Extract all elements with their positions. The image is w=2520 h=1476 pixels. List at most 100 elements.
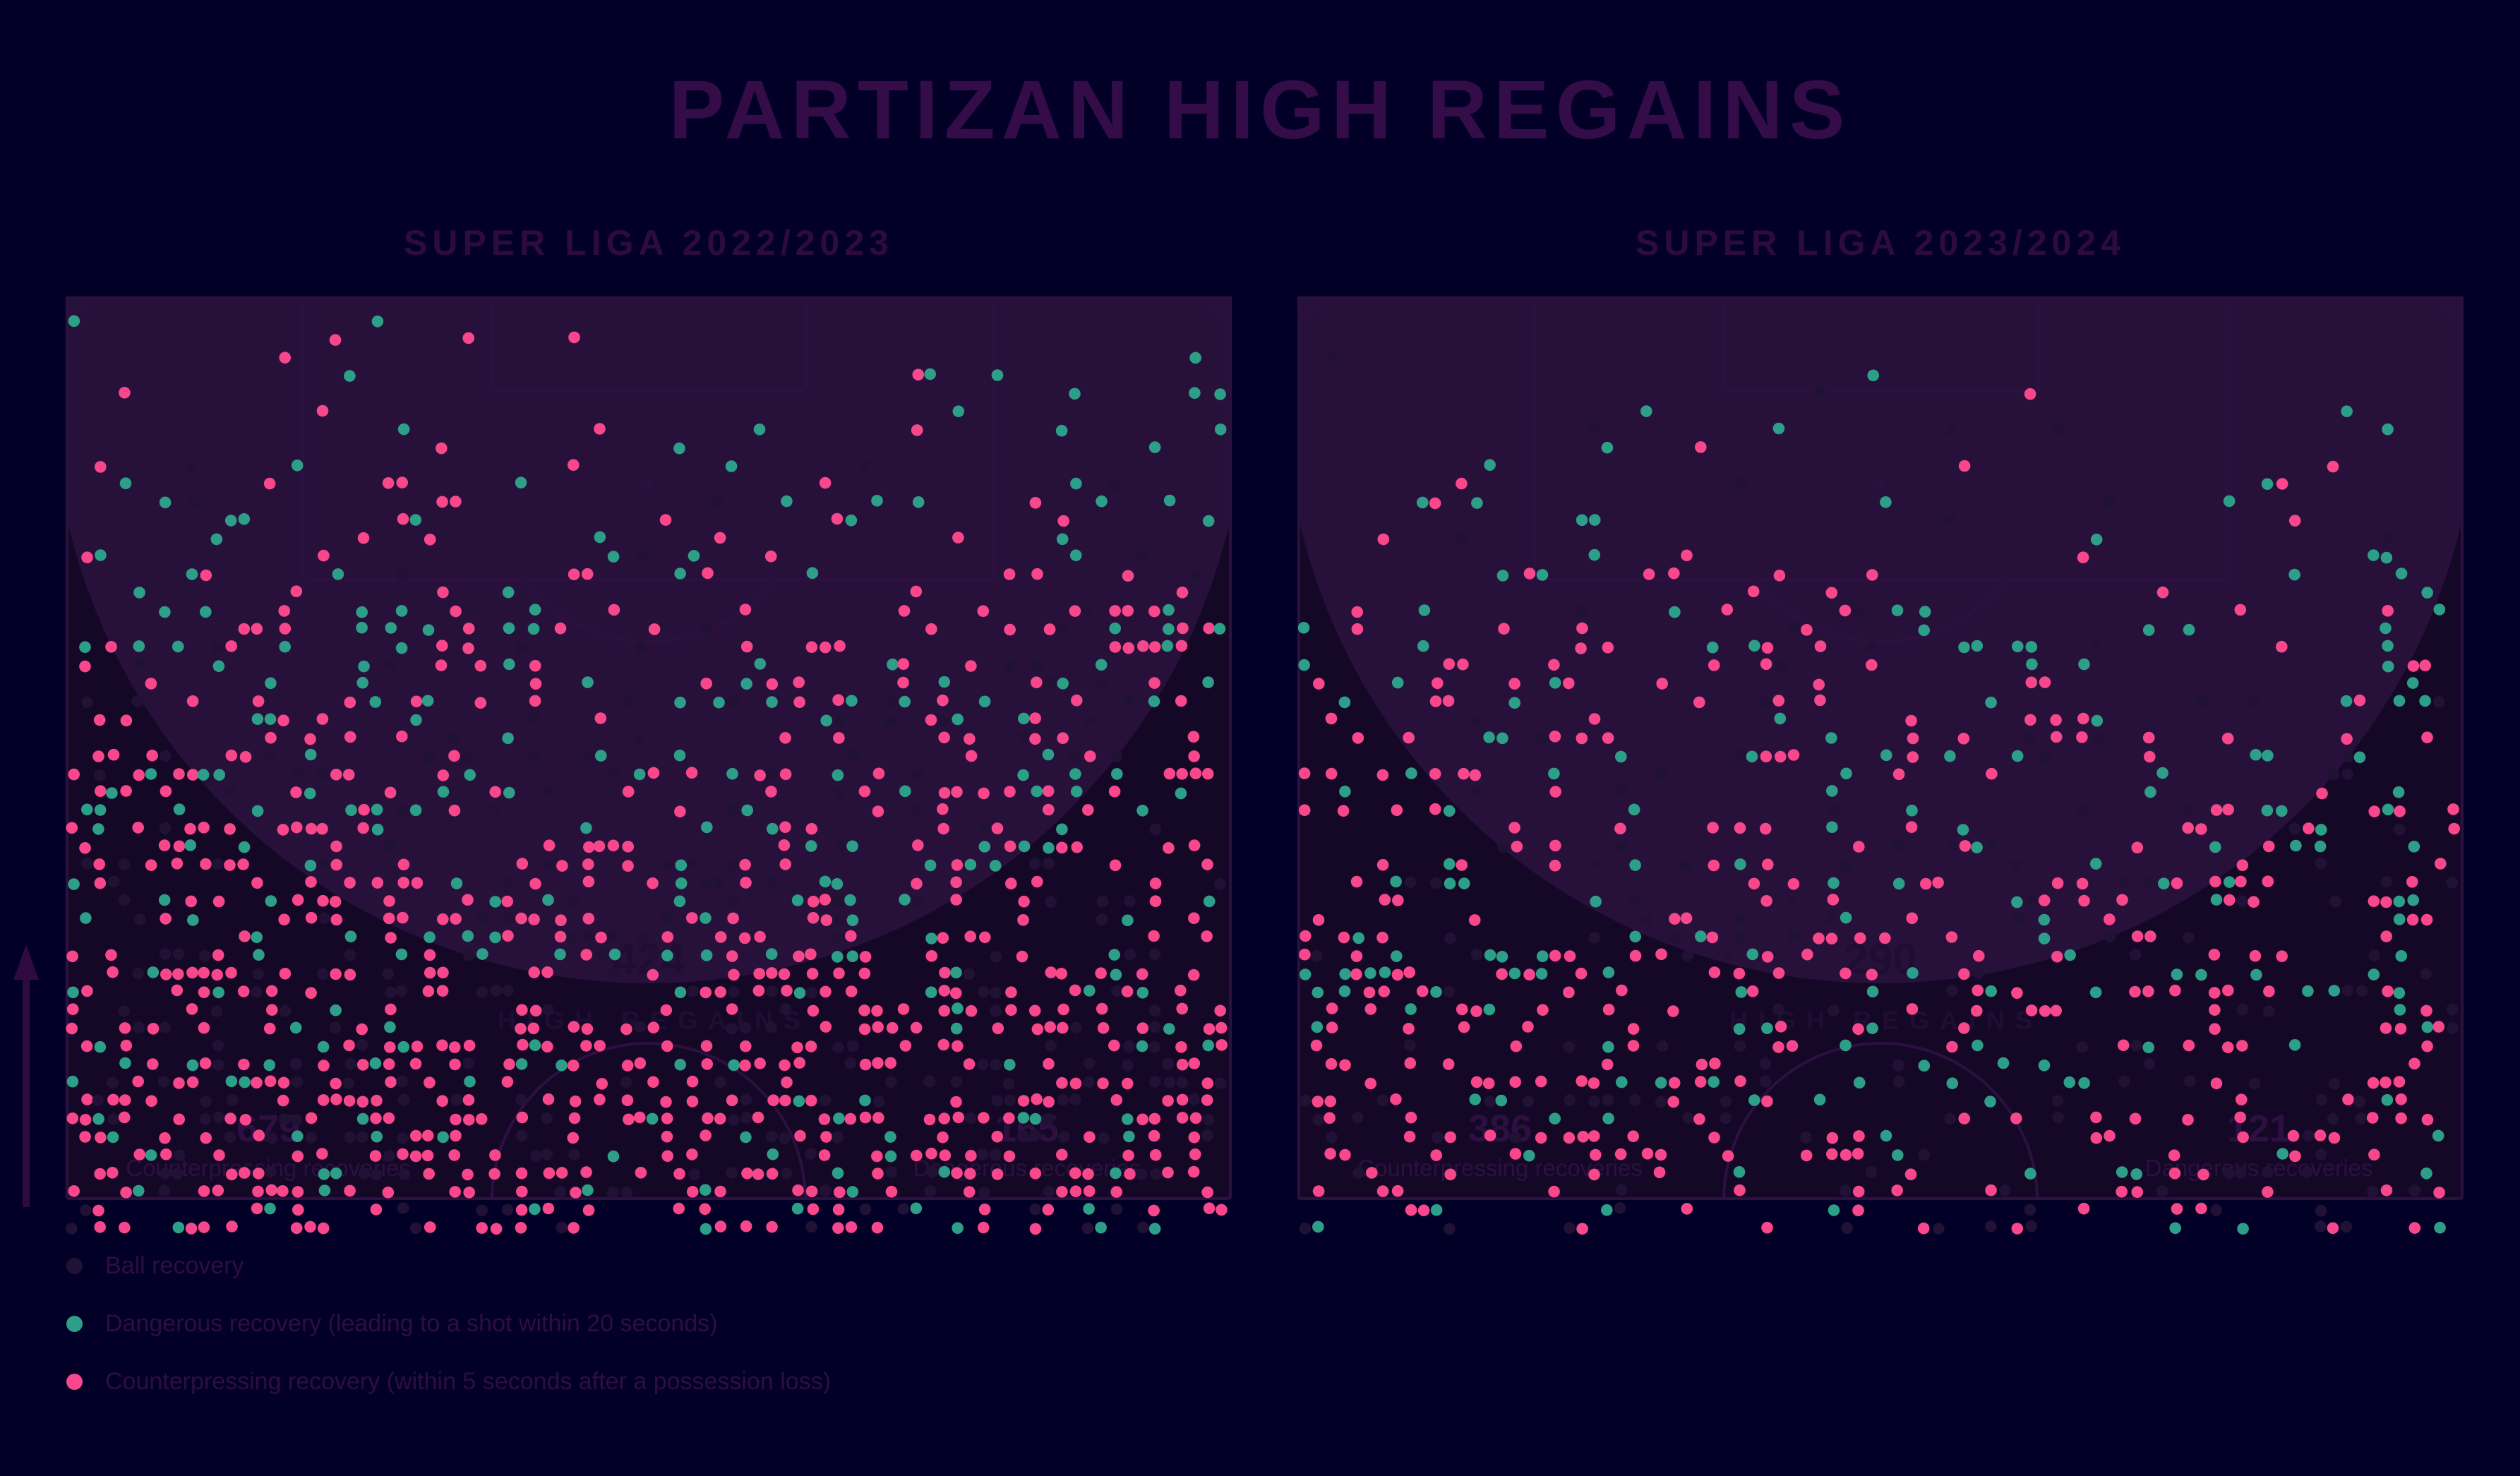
recovery-dot	[740, 1040, 752, 1052]
recovery-dot	[1801, 948, 1813, 961]
recovery-dot	[674, 805, 686, 817]
recovery-dot	[778, 839, 791, 851]
recovery-dot	[634, 1111, 646, 1124]
recovery-dot	[2156, 1185, 2168, 1197]
recovery-dot	[952, 532, 964, 544]
recovery-dot	[173, 1077, 185, 1089]
recovery-dot	[94, 769, 106, 781]
recovery-dot	[383, 895, 395, 907]
recovery-dot	[1350, 875, 1363, 888]
recovery-dot	[225, 966, 237, 979]
recovery-dot	[1096, 895, 1109, 908]
recovery-dot	[2223, 1167, 2235, 1180]
recovery-dot	[739, 604, 752, 616]
recovery-dot	[1110, 968, 1122, 981]
recovery-dot	[620, 1076, 632, 1088]
recovery-dot	[1748, 1094, 1760, 1106]
recovery-dot	[1163, 494, 1176, 507]
recovery-dot	[1918, 624, 1930, 637]
recovery-dot	[488, 1168, 500, 1180]
recovery-dot	[752, 1168, 764, 1180]
center-circle-arc	[1722, 1042, 2039, 1201]
recovery-dot	[832, 1222, 844, 1234]
recovery-dot	[913, 896, 925, 908]
recovery-dot	[2394, 1023, 2407, 1035]
recovery-dot	[2077, 551, 2089, 563]
recovery-dot	[1865, 640, 1877, 653]
recovery-dot	[607, 839, 620, 852]
recovery-dot	[1761, 1221, 1773, 1234]
recovery-dot	[2024, 1204, 2036, 1216]
recovery-dot	[1298, 659, 1310, 671]
recovery-dot	[212, 1039, 224, 1052]
recovery-dot	[1643, 568, 1655, 580]
recovery-dot	[2393, 1076, 2406, 1088]
recovery-dot	[356, 1023, 368, 1036]
recovery-dot	[1919, 877, 1932, 890]
recovery-dot	[2393, 987, 2406, 999]
recovery-dot	[2355, 1112, 2367, 1124]
recovery-dot	[305, 1112, 318, 1124]
pitch-map: 424 HIGH REGAINS 679 Counterpressing rec…	[66, 296, 1232, 1235]
recovery-dot	[358, 1168, 371, 1180]
recovery-dot	[727, 1114, 740, 1126]
recovery-dot	[952, 1040, 964, 1052]
recovery-dot	[1575, 605, 1588, 618]
recovery-dot	[793, 987, 806, 999]
recovery-dot	[1148, 1021, 1161, 1033]
recovery-dot	[2290, 839, 2302, 852]
recovery-dot	[1456, 532, 1469, 544]
penalty-arc	[1754, 578, 2007, 643]
recovery-dot	[1029, 1112, 1042, 1125]
recovery-dot	[1840, 1184, 1852, 1197]
counterpressing-recovery-dot-icon	[66, 1373, 83, 1390]
recovery-dot	[2063, 1076, 2076, 1088]
recovery-dot	[80, 858, 93, 870]
recovery-dot	[1163, 623, 1175, 635]
recovery-dot	[1602, 642, 1614, 654]
recovery-dot	[2024, 714, 2036, 726]
recovery-dot	[2408, 1222, 2421, 1234]
recovery-dot	[1761, 1095, 1773, 1108]
recovery-dot	[305, 911, 318, 924]
recovery-dot	[2168, 1149, 2180, 1161]
recovery-dot	[437, 769, 450, 781]
recovery-dot	[2288, 1039, 2301, 1051]
recovery-dot	[778, 968, 791, 980]
recovery-dot	[68, 1185, 80, 1197]
recovery-dot	[2340, 1220, 2353, 1233]
recovery-dot	[2263, 985, 2275, 997]
recovery-dot	[834, 640, 846, 652]
recovery-dot	[1787, 749, 1800, 761]
recovery-dot	[885, 1185, 898, 1198]
recovery-dot	[279, 968, 292, 980]
recovery-dot	[1430, 1204, 1443, 1216]
recovery-dot	[582, 875, 595, 888]
recovery-dot	[832, 694, 844, 706]
recovery-dot	[1417, 1204, 1430, 1216]
recovery-dot	[200, 569, 212, 582]
recovery-dot	[1456, 859, 1468, 871]
recovery-dot	[370, 1112, 382, 1124]
recovery-dot	[527, 1022, 540, 1035]
recovery-dot	[94, 1040, 107, 1053]
recovery-dot	[2368, 949, 2380, 961]
recovery-dot	[659, 514, 672, 526]
recovery-dot	[2287, 1129, 2300, 1142]
recovery-dot	[198, 822, 210, 834]
recovery-dot	[820, 1021, 832, 1033]
recovery-dot	[726, 1167, 738, 1179]
recovery-dot	[845, 985, 858, 997]
recovery-dot	[675, 877, 688, 889]
six-yard-box	[1722, 296, 2039, 392]
recovery-dot	[2210, 1077, 2223, 1090]
recovery-dot	[119, 894, 131, 906]
recovery-dot	[1149, 1076, 1161, 1088]
recovery-dot	[1162, 1166, 1174, 1179]
recovery-dot	[740, 678, 752, 690]
recovery-dot	[726, 804, 738, 816]
recovery-dot	[2368, 805, 2380, 817]
recovery-dot	[569, 1096, 582, 1108]
recovery-dot	[805, 1220, 817, 1233]
recovery-dot	[766, 678, 779, 690]
